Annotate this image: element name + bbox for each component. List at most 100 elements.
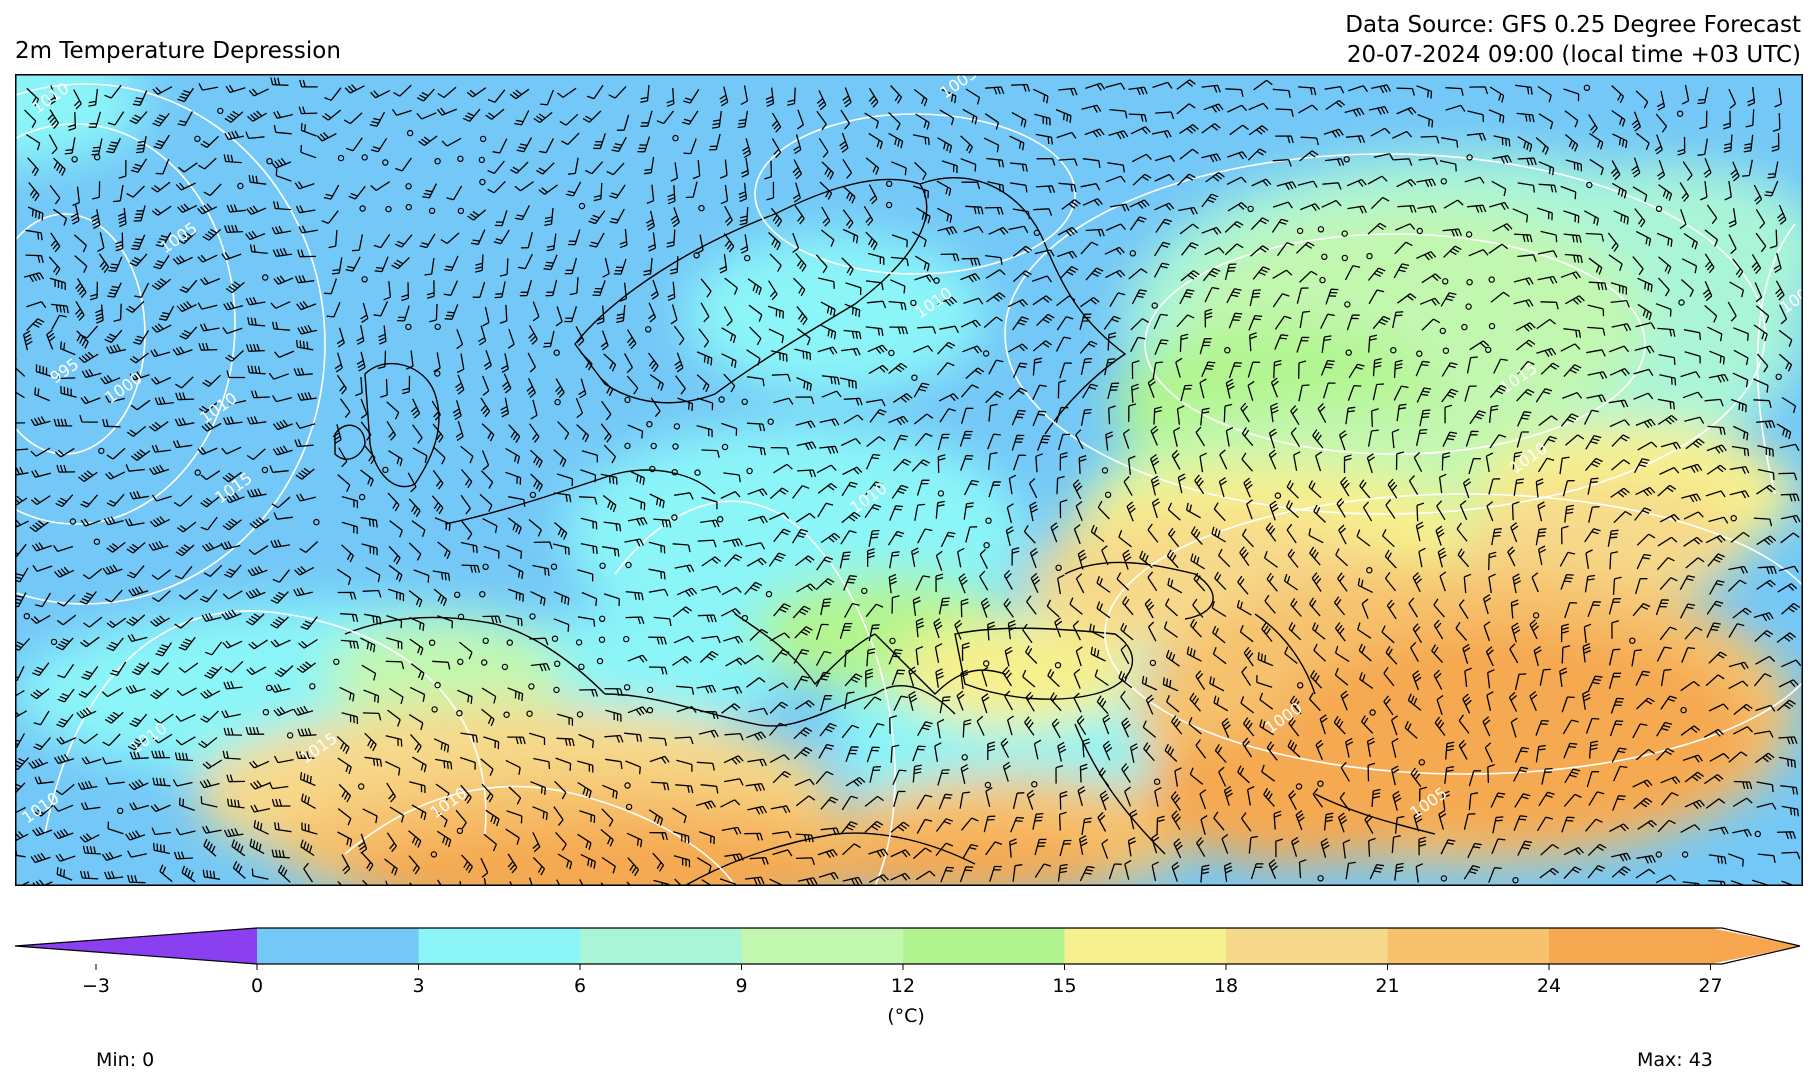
- wind-barb: [1211, 526, 1227, 543]
- wind-barb: [1443, 199, 1464, 209]
- wind-barb: [527, 352, 536, 373]
- wind-barb: [1213, 502, 1226, 522]
- wind-barb: [656, 110, 675, 125]
- wind-barb: [1781, 805, 1799, 817]
- wind-barb: [723, 538, 743, 547]
- wind-barb: [841, 481, 858, 497]
- wind-barb: [556, 879, 561, 886]
- wind-barb: [222, 327, 243, 335]
- wind-barb: [749, 856, 769, 865]
- wind-barb: [647, 232, 657, 252]
- wind-barb: [1756, 484, 1776, 495]
- wind-barb: [1324, 85, 1345, 94]
- wind-barb: [106, 541, 126, 553]
- wind-barb: [487, 180, 506, 194]
- wind-barb: [748, 707, 769, 716]
- wind-barb: [985, 390, 1004, 404]
- wind-barb: [1348, 363, 1365, 379]
- wind-barb: [1250, 863, 1264, 880]
- wind-barb: [797, 109, 805, 130]
- wind-barb: [1055, 108, 1072, 123]
- wind-barb: [110, 661, 127, 677]
- wind-barb: [1490, 792, 1506, 808]
- calm-wind-marker: [529, 613, 536, 620]
- wind-barb: [1176, 405, 1185, 425]
- wind-barb: [471, 229, 486, 245]
- wind-barb: [1124, 786, 1132, 807]
- wind-barb: [1080, 357, 1093, 375]
- wind-barb: [1635, 868, 1656, 879]
- wind-barb: [505, 614, 523, 627]
- wind-barb: [1155, 111, 1175, 120]
- wind-barb: [842, 843, 861, 856]
- wind-barb: [1488, 243, 1509, 254]
- wind-barb: [940, 531, 956, 548]
- wind-barb: [1058, 158, 1078, 167]
- wind-barb: [178, 589, 199, 600]
- wind-barb: [559, 113, 579, 126]
- wind-barb: [1131, 383, 1140, 403]
- colorbar-band: [1387, 928, 1550, 964]
- wind-barb: [1221, 717, 1231, 738]
- wind-barb: [424, 258, 435, 276]
- wind-barb: [370, 181, 390, 191]
- wind-barb: [1462, 478, 1472, 499]
- wind-barb: [1487, 763, 1495, 783]
- wind-barb: [818, 277, 835, 289]
- wind-barb: [360, 421, 372, 441]
- wind-barb: [816, 464, 837, 474]
- wind-barb: [1729, 490, 1750, 499]
- wind-barb: [1683, 329, 1702, 341]
- wind-barb: [555, 306, 563, 327]
- wind-barb: [1404, 720, 1418, 739]
- wind-barb: [984, 113, 1000, 130]
- calm-wind-marker: [889, 637, 896, 645]
- wind-barb: [769, 701, 789, 714]
- wind-barb: [56, 867, 73, 881]
- wind-barb: [701, 496, 718, 510]
- wind-barb: [675, 375, 686, 395]
- wind-barb: [1225, 426, 1234, 447]
- wind-barb: [202, 374, 221, 387]
- wind-barb: [1611, 323, 1632, 332]
- wind-barb: [1128, 268, 1148, 280]
- wind-barb: [1778, 756, 1796, 768]
- wind-barb: [746, 349, 761, 366]
- wind-barb: [888, 415, 909, 426]
- wind-barb: [917, 721, 933, 737]
- wind-barb: [593, 182, 603, 202]
- wind-barb: [1709, 752, 1730, 762]
- wind-barb: [1697, 87, 1709, 105]
- wind-barb: [608, 85, 627, 99]
- wind-barb: [819, 418, 840, 427]
- wind-barb: [80, 396, 101, 405]
- wind-barb: [79, 591, 97, 605]
- calm-wind-marker: [672, 134, 679, 142]
- wind-barb: [1167, 502, 1181, 521]
- wind-barb: [1433, 598, 1445, 618]
- wind-barb: [1728, 661, 1749, 670]
- wind-barb: [1385, 645, 1398, 665]
- wind-barb: [532, 856, 546, 876]
- wind-barb: [1151, 861, 1159, 882]
- calm-wind-marker: [578, 663, 585, 671]
- wind-barb: [298, 106, 318, 115]
- wind-barb: [1241, 528, 1254, 548]
- wind-barb: [1189, 692, 1201, 712]
- calm-wind-marker: [1151, 302, 1158, 309]
- colorbar-band: [1549, 928, 1711, 964]
- wind-barb: [407, 472, 417, 493]
- wind-barb: [1704, 253, 1715, 274]
- wind-barb: [1107, 332, 1117, 351]
- wind-barb: [1563, 210, 1580, 224]
- wind-barb: [964, 479, 980, 496]
- wind-barb: [1154, 202, 1175, 211]
- wind-barb: [31, 469, 52, 478]
- wind-barb: [954, 619, 963, 640]
- wind-barb: [1419, 786, 1428, 806]
- wind-barb: [956, 690, 965, 711]
- wind-barb: [864, 795, 884, 807]
- wind-barb: [580, 352, 593, 371]
- wind-barb: [1034, 863, 1052, 878]
- wind-barb: [341, 854, 351, 875]
